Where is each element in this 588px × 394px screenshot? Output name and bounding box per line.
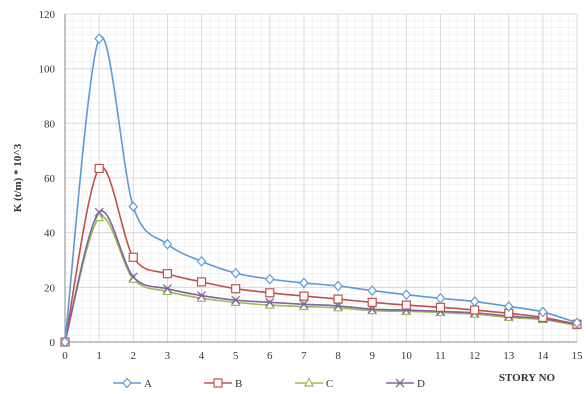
- x-tick-label: 3: [165, 350, 171, 362]
- data-point-a: [128, 201, 139, 213]
- data-point-d-stroke: [299, 299, 309, 309]
- legend-item-b: B: [204, 378, 242, 390]
- data-point-d: [128, 272, 138, 282]
- data-point-a: [94, 33, 104, 45]
- legend-label-d: D: [417, 378, 425, 390]
- y-tick-label: 20: [44, 282, 56, 294]
- data-point-b: [265, 288, 275, 298]
- x-tick-label: 9: [369, 350, 375, 362]
- data-point-a: [538, 306, 548, 318]
- data-point-a: [572, 317, 582, 329]
- data-point-a: [367, 285, 378, 297]
- series-a: [60, 33, 582, 348]
- legend: A B C D: [113, 377, 425, 390]
- data-point-d-stroke: [128, 272, 138, 282]
- series-layer: [60, 33, 582, 348]
- data-point-a: [264, 273, 275, 285]
- legend-item-a: A: [113, 377, 152, 390]
- x-tick-label: 6: [267, 350, 273, 362]
- legend-label-b: B: [235, 378, 242, 390]
- y-tick-label: 100: [39, 64, 56, 76]
- legend-label-a: A: [144, 378, 152, 390]
- x-tick-label: 12: [469, 350, 480, 362]
- data-point-a: [469, 296, 480, 307]
- legend-item-d: D: [386, 378, 425, 390]
- legend-marker-d: [395, 378, 405, 388]
- series-line-a: [64, 35, 578, 343]
- data-point-c: [94, 211, 105, 222]
- data-point-b: [367, 297, 377, 307]
- legend-marker-d-stroke: [395, 378, 405, 388]
- y-tick-label: 40: [44, 228, 56, 240]
- x-tick-label: 14: [537, 350, 549, 362]
- data-point-b: [401, 300, 411, 310]
- data-point-b: [162, 269, 172, 279]
- data-point-b: [435, 302, 446, 312]
- grid: [64, 13, 578, 343]
- x-tick-label: 4: [199, 350, 205, 362]
- x-tick-label: 1: [96, 350, 102, 362]
- data-point-b: [128, 252, 138, 262]
- data-point-d: [162, 284, 172, 294]
- x-tick-label: 10: [401, 350, 413, 362]
- y-tick-label: 80: [44, 118, 56, 130]
- data-point-a: [162, 238, 173, 250]
- data-point-d-stroke: [197, 291, 206, 300]
- data-point-d: [299, 299, 309, 309]
- data-point-b: [231, 284, 241, 294]
- data-point-d: [197, 291, 206, 300]
- data-point-a: [230, 267, 241, 279]
- data-point-d: [94, 207, 104, 217]
- data-point-a: [299, 277, 309, 289]
- x-tick-label: 0: [62, 350, 68, 362]
- data-point-a: [401, 289, 412, 301]
- x-tick-label: 5: [233, 350, 239, 362]
- x-tick-label: 11: [435, 350, 446, 362]
- legend-item-c: C: [295, 377, 333, 390]
- x-tick-label: 15: [572, 350, 584, 362]
- x-tick-label: 13: [503, 350, 515, 362]
- data-point-d: [265, 297, 275, 307]
- data-point-a: [196, 255, 207, 267]
- data-point-b: [196, 277, 207, 287]
- data-point-a: [435, 292, 446, 304]
- y-tick-label: 60: [44, 173, 56, 185]
- legend-marker-b: [213, 378, 223, 388]
- legend-marker-a: [122, 377, 132, 389]
- data-point-a: [503, 301, 514, 312]
- data-point-d-stroke: [231, 295, 241, 305]
- y-axis-label: K (t/m) * 10^3: [12, 143, 24, 212]
- x-axis-label: STORY NO: [499, 372, 556, 384]
- data-point-b: [470, 305, 480, 315]
- legend-marker-c: [304, 377, 314, 387]
- data-point-d-stroke: [94, 207, 104, 217]
- legend-label-c: C: [326, 378, 333, 390]
- data-point-d-stroke: [162, 284, 172, 294]
- data-point-b: [333, 294, 343, 304]
- data-point-b: [299, 291, 309, 301]
- x-tick-label: 2: [131, 350, 137, 362]
- data-point-d: [231, 295, 241, 305]
- data-point-a: [333, 280, 343, 292]
- x-tick-label: 8: [335, 350, 341, 362]
- data-point-b: [94, 163, 104, 174]
- y-tick-label: 0: [50, 337, 56, 349]
- x-tick-label: 7: [301, 350, 307, 362]
- y-tick-label: 120: [39, 9, 56, 21]
- data-point-a: [60, 336, 70, 348]
- data-point-d-stroke: [265, 297, 275, 307]
